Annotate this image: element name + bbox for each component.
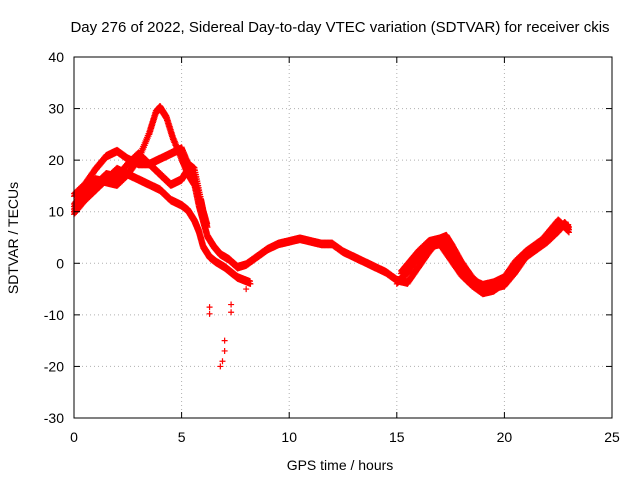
- data-point: [243, 286, 250, 293]
- grid-layer: [74, 57, 612, 418]
- y-axis-label: SDTVAR / TECUs: [5, 182, 21, 294]
- data-point: [221, 337, 228, 344]
- x-axis-label: GPS time / hours: [287, 457, 394, 473]
- data-marks: [71, 102, 572, 370]
- data-point: [564, 225, 571, 232]
- plot-frame: [73, 56, 613, 419]
- y-tick-label: -10: [44, 307, 64, 323]
- x-tick-label: 20: [497, 429, 513, 445]
- x-tick-label: 15: [389, 429, 405, 445]
- y-tick-label: 20: [48, 152, 64, 168]
- data-point: [565, 226, 572, 233]
- data-point: [204, 224, 211, 231]
- data-point: [206, 310, 213, 317]
- data-point: [228, 309, 235, 316]
- y-tick-label: -30: [44, 410, 64, 426]
- data-point: [219, 358, 226, 365]
- data-point: [197, 203, 204, 210]
- data-point: [217, 363, 224, 370]
- data-point: [565, 229, 572, 236]
- x-tick-label: 10: [281, 429, 297, 445]
- y-tick-label: 30: [48, 101, 64, 117]
- y-tick-label: 40: [48, 49, 64, 65]
- y-tick-label: -20: [44, 358, 64, 374]
- data-point: [228, 301, 235, 308]
- data-point: [247, 280, 254, 287]
- x-tick-label: 0: [70, 429, 78, 445]
- y-tick-label: 10: [48, 204, 64, 220]
- chart-title: Day 276 of 2022, Sidereal Day-to-day VTE…: [70, 19, 609, 36]
- data-point: [206, 304, 213, 311]
- data-point: [221, 347, 228, 354]
- x-tick-label: 25: [604, 429, 620, 445]
- ticks-layer: 0 5 10 15 20 25 -30 -20 -10 0 10 20 30 40: [44, 49, 620, 445]
- x-tick-label: 5: [178, 429, 186, 445]
- y-tick-label: 0: [56, 255, 64, 271]
